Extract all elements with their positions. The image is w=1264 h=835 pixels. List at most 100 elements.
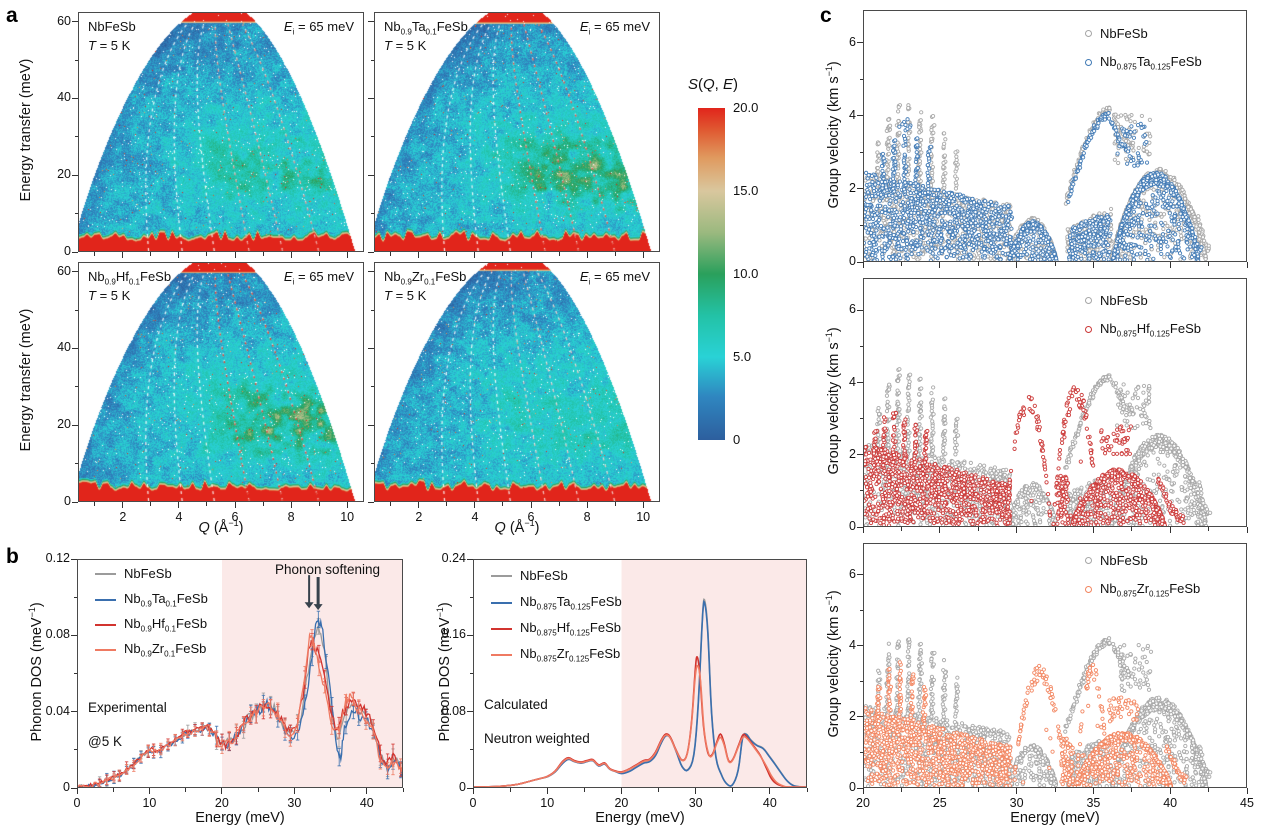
- x-minor-tick: [977, 527, 979, 531]
- legend-marker-circle: [1085, 326, 1092, 334]
- y-minor-tick: [74, 463, 78, 465]
- heatmap-sample-label: Nb0.9Ta0.1FeSb: [384, 19, 468, 37]
- legend-label: Nb0.875Hf0.125FeSb: [520, 620, 621, 638]
- colorbar-tick-label: 0: [733, 432, 741, 447]
- y-minor-tick: [370, 213, 374, 215]
- x-minor-tick: [206, 252, 208, 256]
- x-tick: [1246, 788, 1248, 794]
- x-tick: [1092, 788, 1094, 794]
- y-tick: [368, 251, 374, 253]
- x-tick: [290, 502, 292, 508]
- a-xlabel-col2: Q (Å−1): [494, 518, 540, 536]
- y-tick-label: 0: [64, 494, 71, 508]
- x-tick: [293, 788, 295, 794]
- experimental-annotation: Experimental: [88, 700, 167, 715]
- legend-line-swatch: [491, 627, 512, 630]
- x-tick-label: 10: [340, 510, 355, 524]
- group-velocity-hf-canvas: [864, 279, 1246, 526]
- c-xlabel: Energy (meV): [1010, 810, 1100, 826]
- x-tick: [366, 788, 368, 794]
- panel-a-label: a: [6, 4, 18, 27]
- c2-ylabel: Group velocity (km s−1): [824, 590, 842, 738]
- heatmap-ta-canvas: [375, 13, 659, 251]
- x-tick: [1016, 262, 1018, 268]
- x-tick: [76, 788, 78, 794]
- x-minor-tick: [900, 262, 902, 266]
- legend-line-swatch: [95, 598, 116, 601]
- x-tick: [1092, 262, 1094, 268]
- y-tick-label: 0.24: [441, 551, 466, 565]
- y-tick-label: 4: [849, 374, 856, 389]
- legend-item: Nb0.875Hf0.125FeSb: [491, 620, 621, 638]
- legend-item: Nb0.875Ta0.125FeSb: [491, 594, 622, 612]
- y-tick-label: 0: [849, 519, 856, 533]
- y-tick: [857, 309, 863, 311]
- x-minor-tick: [150, 502, 152, 506]
- y-minor-tick: [73, 596, 77, 598]
- group-velocity-hf-plot: [863, 278, 1247, 527]
- legend-line-swatch: [95, 572, 116, 575]
- x-tick-label: 0: [469, 796, 477, 810]
- y-minor-tick: [370, 59, 374, 61]
- x-tick: [234, 252, 236, 258]
- y-minor-tick: [469, 596, 473, 598]
- colorbar-tick-label: 10.0: [733, 266, 759, 281]
- y-tick: [467, 787, 473, 789]
- panel-c-label: c: [820, 4, 832, 27]
- y-minor-tick: [859, 224, 863, 226]
- x-minor-tick: [446, 252, 448, 256]
- phonon-softening-annotation: Phonon softening: [274, 562, 381, 577]
- y-tick: [857, 42, 863, 44]
- y-tick-label: 4: [849, 637, 856, 652]
- x-tick: [939, 788, 941, 794]
- x-tick-label: 0: [73, 796, 81, 810]
- heatmap-sample-label: Nb0.9Hf0.1FeSb: [88, 269, 172, 287]
- x-tick: [346, 252, 348, 258]
- y-tick-label: 0: [849, 780, 856, 794]
- x-tick: [221, 788, 223, 794]
- x-minor-tick: [1054, 527, 1056, 531]
- legend-item: NbFeSb: [1085, 553, 1148, 568]
- heatmap-hf-canvas: [79, 263, 363, 501]
- x-tick-label: 35: [1086, 796, 1101, 810]
- y-tick: [857, 645, 863, 647]
- legend-item: Nb0.875Ta0.125FeSb: [1085, 54, 1202, 72]
- colorbar-title: S(Q, E): [687, 76, 739, 93]
- heatmap-ei-label: Ei = 65 meV: [283, 269, 354, 287]
- x-tick: [474, 502, 476, 508]
- x-minor-tick: [614, 502, 616, 506]
- colorbar: [698, 108, 725, 440]
- legend-item: NbFeSb: [1085, 26, 1148, 41]
- panel-b-label: b: [6, 545, 19, 568]
- y-tick: [368, 501, 374, 503]
- x-tick: [1169, 788, 1171, 794]
- legend-item: Nb0.875Zr0.125FeSb: [491, 646, 620, 664]
- x-minor-tick: [1054, 788, 1056, 792]
- x-tick: [122, 252, 124, 258]
- x-tick-label: 30: [1009, 796, 1024, 810]
- colorbar-tick-label: 20.0: [733, 100, 759, 115]
- x-tick: [472, 788, 474, 794]
- y-minor-tick: [859, 751, 863, 753]
- y-tick: [71, 787, 77, 789]
- legend-marker-circle: [1085, 30, 1092, 37]
- heatmap-sample-label: NbFeSb: [88, 19, 136, 34]
- x-tick: [418, 502, 420, 508]
- x-tick: [234, 502, 236, 508]
- bleft-xlabel: Energy (meV): [195, 810, 285, 826]
- x-tick-label: 6: [231, 510, 239, 524]
- legend-label: Nb0.875Zr0.125FeSb: [520, 646, 621, 664]
- x-minor-tick: [257, 788, 259, 792]
- y-minor-tick: [74, 309, 78, 311]
- y-tick-label: 40: [57, 90, 71, 105]
- legend-line-swatch: [491, 574, 512, 577]
- y-minor-tick: [74, 136, 78, 138]
- legend-line-swatch: [491, 601, 512, 604]
- x-tick-label: 20: [614, 796, 629, 810]
- bright-xlabel: Energy (meV): [595, 810, 685, 826]
- x-minor-tick: [150, 252, 152, 256]
- x-tick: [418, 252, 420, 258]
- legend-label: Nb0.875Ta0.125FeSb: [1100, 54, 1202, 72]
- temperature-annotation: @5 K: [88, 734, 122, 749]
- y-tick: [857, 574, 863, 576]
